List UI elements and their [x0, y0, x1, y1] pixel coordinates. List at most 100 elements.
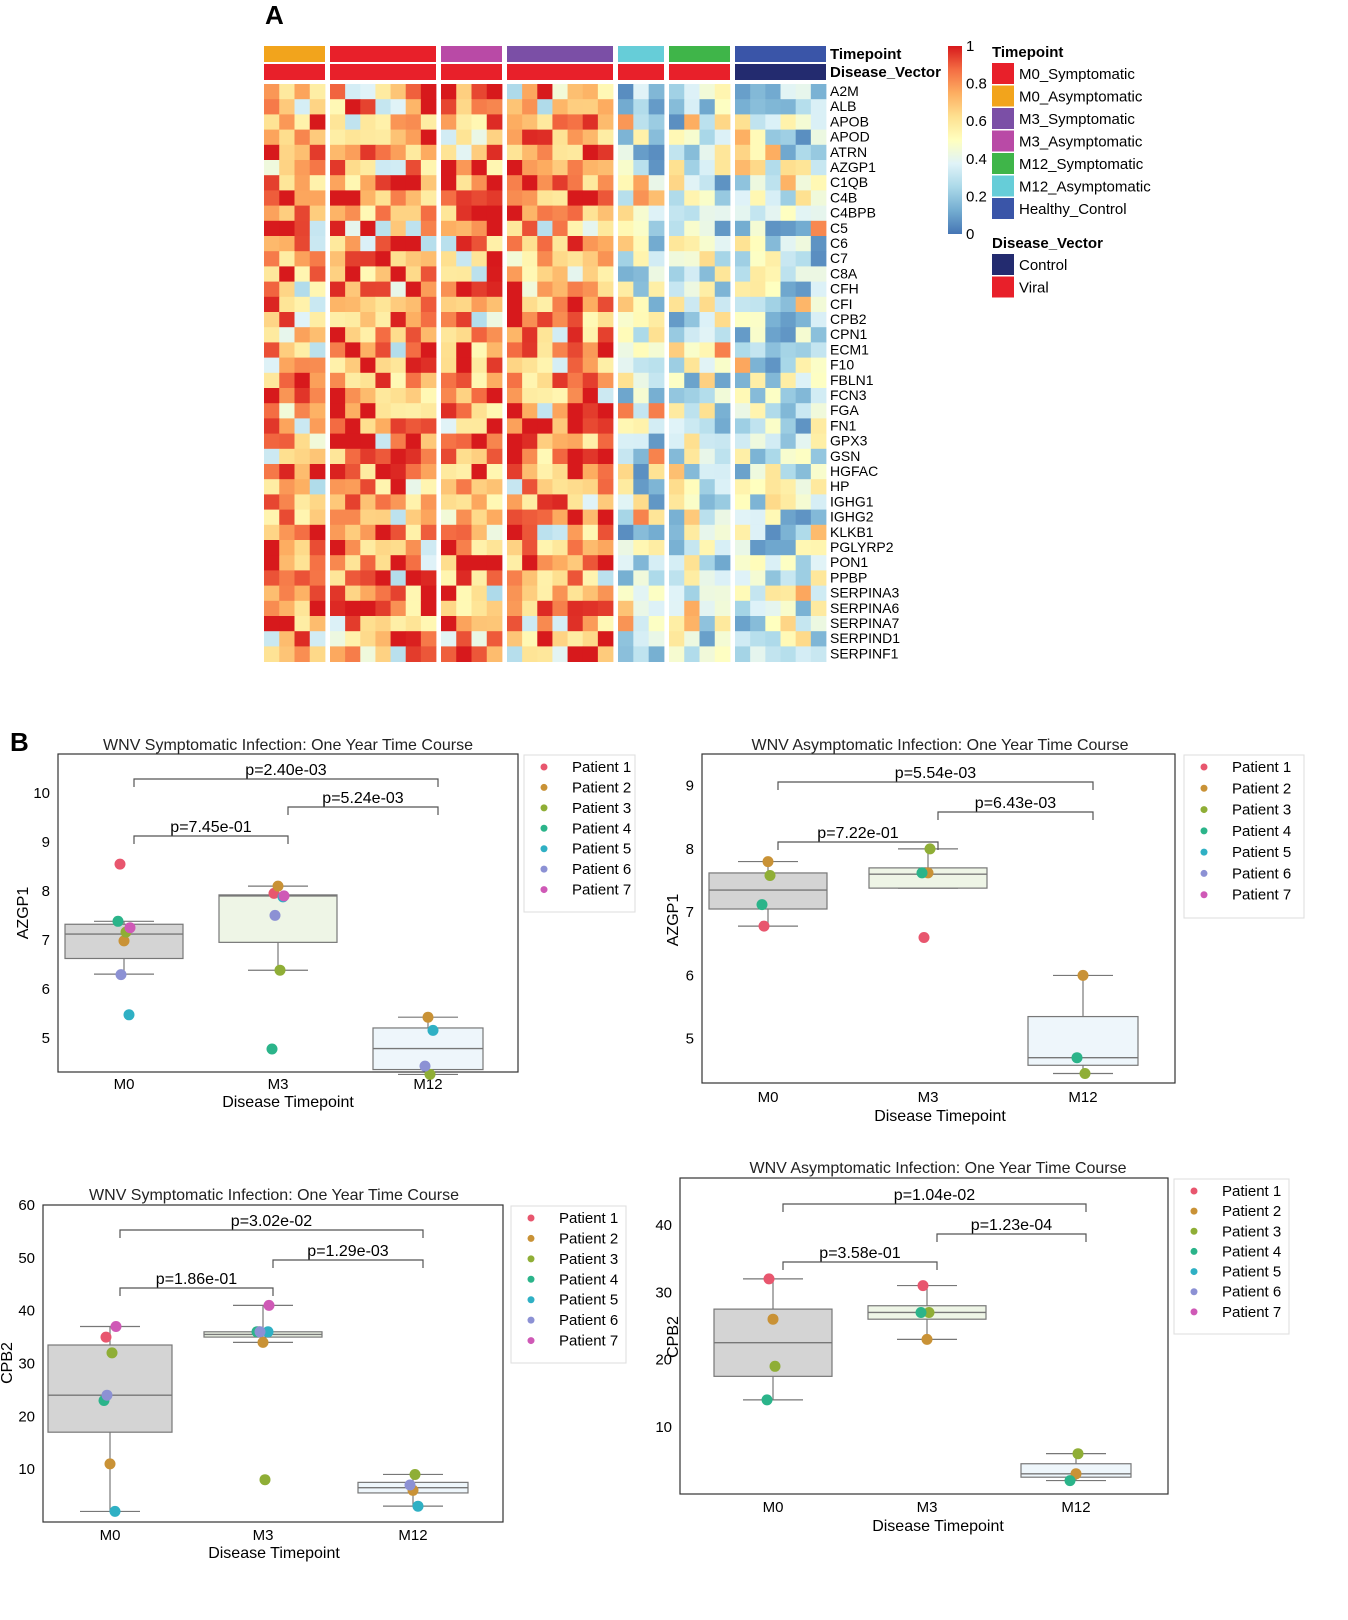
- heatmap-cell: [294, 433, 311, 450]
- data-point: [124, 922, 136, 934]
- heatmap-cell: [765, 357, 781, 374]
- heatmap-cell: [648, 479, 665, 495]
- gene-label: GSN: [830, 448, 860, 464]
- x-tick-label: M3: [917, 1499, 938, 1516]
- heatmap-cell: [567, 251, 584, 267]
- heatmap-cell: [795, 646, 812, 662]
- heatmap-cell: [684, 236, 700, 252]
- heatmap-cell: [264, 342, 280, 358]
- heatmap-cell: [420, 296, 437, 313]
- heatmap-cell: [765, 464, 781, 480]
- heatmap-cell: [264, 312, 280, 328]
- heatmap-cell: [522, 342, 538, 358]
- heatmap-cell: [765, 327, 781, 343]
- heatmap-cell: [537, 555, 553, 571]
- heatmap-cell: [456, 296, 472, 313]
- heatmap-cell: [456, 281, 472, 298]
- legend-label: Patient 1: [572, 759, 631, 776]
- p-value-label: p=7.45e-01: [170, 819, 252, 836]
- heatmap-cell: [669, 266, 685, 282]
- gene-label: FBLN1: [830, 372, 874, 388]
- heatmap-cell: [522, 540, 538, 556]
- legend-marker: [540, 886, 548, 894]
- legend-marker: [527, 1316, 535, 1324]
- bracket-line: [133, 778, 439, 787]
- heatmap-cell: [552, 585, 568, 602]
- heatmap-cell: [597, 585, 614, 602]
- timepoint-bar: [441, 46, 502, 62]
- heatmap-cell: [567, 129, 584, 146]
- heatmap-cell: [456, 357, 472, 374]
- heatmap-cell: [780, 479, 797, 495]
- heatmap-cell: [552, 448, 568, 465]
- heatmap-cell: [714, 448, 731, 465]
- heatmap-cell: [795, 464, 812, 480]
- heatmap-cell: [537, 205, 553, 222]
- heatmap-cell: [294, 570, 311, 586]
- heatmap-cell: [765, 388, 781, 404]
- heatmap-cell: [795, 631, 812, 647]
- heatmap-cell: [507, 509, 523, 526]
- disease-vector-legend-title: Disease_Vector: [992, 235, 1103, 252]
- heatmap-cell: [597, 220, 614, 237]
- heatmap-cell: [345, 600, 361, 617]
- heatmap-cell: [582, 296, 599, 313]
- gene-label: APOD: [830, 129, 870, 145]
- heatmap-cell: [552, 205, 568, 222]
- heatmap-cell: [405, 524, 422, 541]
- heatmap-cell: [294, 129, 311, 146]
- heatmap-cell: [294, 236, 311, 252]
- heatmap-cell: [750, 646, 766, 662]
- heatmap-cell: [405, 327, 422, 343]
- heatmap-cell: [330, 236, 346, 252]
- heatmap-cell: [390, 403, 407, 419]
- heatmap-cell: [810, 144, 827, 161]
- heatmap-cell: [765, 418, 781, 434]
- heatmap-cell: [522, 190, 538, 206]
- heatmap-cell: [279, 388, 295, 404]
- bracket-line: [119, 1229, 424, 1238]
- heatmap-cell: [795, 479, 812, 495]
- heatmap-cell: [780, 251, 797, 267]
- heatmap-cell: [648, 448, 665, 465]
- heatmap-cell: [309, 190, 326, 206]
- data-point: [106, 1347, 118, 1359]
- timepoint-bar: [264, 46, 325, 62]
- heatmap-cell: [405, 570, 422, 586]
- heatmap-cell: [279, 509, 295, 526]
- heatmap-cell: [699, 494, 716, 510]
- heatmap-cell: [345, 403, 361, 419]
- heatmap-cell: [345, 327, 361, 343]
- heatmap-cell: [471, 372, 488, 389]
- gene-label: SERPINA7: [830, 615, 899, 631]
- data-point: [272, 880, 284, 892]
- heatmap-cell: [390, 175, 407, 191]
- colorbar-tick: 0.2: [966, 188, 987, 205]
- heatmap-cell: [345, 555, 361, 571]
- heatmap-cell: [507, 357, 523, 374]
- heatmap-cell: [648, 616, 665, 632]
- heatmap-cell: [456, 144, 472, 161]
- heatmap-cell: [405, 144, 422, 161]
- heatmap-cell: [684, 205, 700, 222]
- x-axis-label: Disease Timepoint: [872, 1518, 1004, 1535]
- heatmap-cell: [309, 281, 326, 298]
- heatmap-cell: [330, 312, 346, 328]
- data-point: [115, 969, 127, 981]
- heatmap-cell: [522, 524, 538, 541]
- heatmap-cell: [582, 433, 599, 450]
- heatmap-cell: [552, 327, 568, 343]
- heatmap-cell: [669, 99, 685, 115]
- heatmap-cell: [456, 114, 472, 130]
- heatmap-cell: [405, 99, 422, 115]
- heatmap-cell: [294, 555, 311, 571]
- heatmap-cell: [552, 144, 568, 161]
- heatmap-cell: [669, 570, 685, 586]
- heatmap-cell: [750, 479, 766, 495]
- heatmap-cell: [507, 388, 523, 404]
- x-tick-label: M12: [1068, 1089, 1097, 1106]
- bracket-line: [777, 781, 1094, 790]
- legend-frame: [510, 1205, 627, 1364]
- heatmap-cell: [471, 175, 488, 191]
- heatmap-cell: [471, 464, 488, 480]
